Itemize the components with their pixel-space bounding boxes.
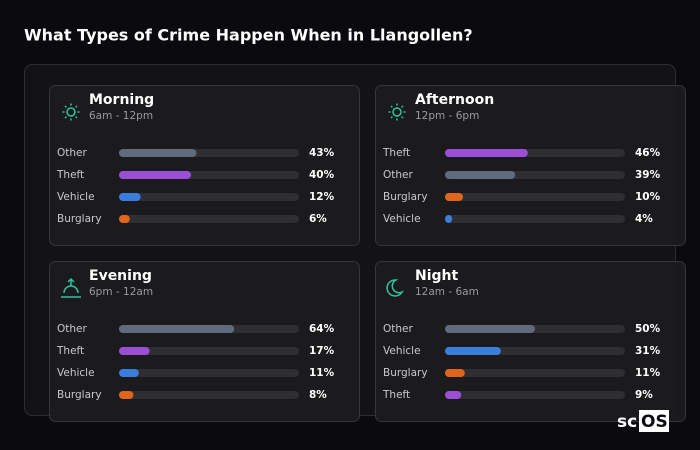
value-label: 40% <box>309 169 335 181</box>
bar <box>445 325 535 333</box>
bar <box>445 215 453 223</box>
icon-ray <box>64 116 67 119</box>
panel-card: Evening 6pm - 12am Other 64% Theft 17% Vehicle… <box>49 261 360 422</box>
card-background <box>375 85 686 246</box>
value-label: 50% <box>635 323 661 335</box>
row-label: Theft <box>382 389 410 401</box>
bar <box>119 325 235 333</box>
value-label: 10% <box>635 191 661 203</box>
bar <box>119 149 197 157</box>
row-label: Theft <box>56 169 84 181</box>
value-label: 12% <box>309 191 335 203</box>
value-label: 6% <box>309 213 327 225</box>
panel-time: 12pm - 6pm <box>415 110 479 122</box>
logo-box <box>639 410 669 432</box>
icon-ray <box>401 116 404 119</box>
panel-card: Morning 6am - 12pm Other 43% Theft 40% Vehicle… <box>49 85 360 246</box>
row-label: Burglary <box>383 191 428 203</box>
row-label: Burglary <box>383 367 428 379</box>
bar-track <box>445 391 625 399</box>
bar <box>119 347 150 355</box>
bar <box>445 149 528 157</box>
value-label: 9% <box>635 389 653 401</box>
icon-moon <box>386 279 404 297</box>
panel-time: 12am - 6am <box>415 286 479 298</box>
bar <box>445 171 516 179</box>
icon-ray <box>75 105 78 108</box>
panel-card: Night 12am - 6am Other 50% Vehicle 31% Burglar… <box>375 261 686 422</box>
bar <box>119 193 141 201</box>
logo-sc: sc <box>617 412 637 432</box>
card-background <box>375 261 686 422</box>
value-label: 8% <box>309 389 327 401</box>
icon-sun <box>392 107 402 117</box>
bar-track <box>119 391 299 399</box>
panel-title: Afternoon <box>415 92 494 108</box>
bar-track <box>445 369 625 377</box>
bar-track <box>119 215 299 223</box>
bar <box>119 369 139 377</box>
bar <box>445 347 501 355</box>
row-label: Vehicle <box>57 191 95 203</box>
card-background <box>49 261 360 422</box>
value-label: 11% <box>309 367 335 379</box>
icon-ray <box>401 105 404 108</box>
panel-time: 6pm - 12am <box>89 286 153 298</box>
row-label: Other <box>57 147 87 159</box>
panel-title: Morning <box>89 92 154 108</box>
bar-track <box>119 193 299 201</box>
icon-ray <box>390 116 393 119</box>
value-label: 4% <box>635 213 653 225</box>
value-label: 17% <box>309 345 335 357</box>
bar-track <box>119 369 299 377</box>
row-label: Other <box>383 323 413 335</box>
value-label: 43% <box>309 147 335 159</box>
row-label: Other <box>57 323 87 335</box>
icon-ray <box>75 116 78 119</box>
bar-track <box>445 215 625 223</box>
value-label: 64% <box>309 323 335 335</box>
icon-sunrise <box>61 277 81 298</box>
panel-card: Afternoon 12pm - 6pm Theft 46% Other 39% Burgl… <box>375 85 686 246</box>
row-label: Burglary <box>57 389 102 401</box>
value-label: 11% <box>635 367 661 379</box>
bar <box>445 193 463 201</box>
row-label: Vehicle <box>57 367 95 379</box>
bar <box>445 391 462 399</box>
bar <box>119 215 130 223</box>
row-label: Theft <box>56 345 84 357</box>
bar <box>445 369 465 377</box>
card-background <box>49 85 360 246</box>
bar-track <box>119 347 299 355</box>
panel-title: Night <box>415 268 459 284</box>
page-title: What Types of Crime Happen When in Llang… <box>24 26 473 45</box>
value-label: 31% <box>635 345 661 357</box>
row-label: Theft <box>382 147 410 159</box>
icon-ray <box>390 105 393 108</box>
row-label: Vehicle <box>383 213 421 225</box>
icon-ray <box>64 105 67 108</box>
row-label: Vehicle <box>383 345 421 357</box>
row-label: Other <box>383 169 413 181</box>
row-label: Burglary <box>57 213 102 225</box>
value-label: 39% <box>635 169 661 181</box>
value-label: 46% <box>635 147 661 159</box>
icon-sun <box>66 107 76 117</box>
logo-os: OS <box>641 412 668 432</box>
bar-track <box>445 193 625 201</box>
panel-title: Evening <box>89 268 152 284</box>
bar <box>119 171 191 179</box>
bar <box>119 391 134 399</box>
panel-time: 6am - 12pm <box>89 110 153 122</box>
